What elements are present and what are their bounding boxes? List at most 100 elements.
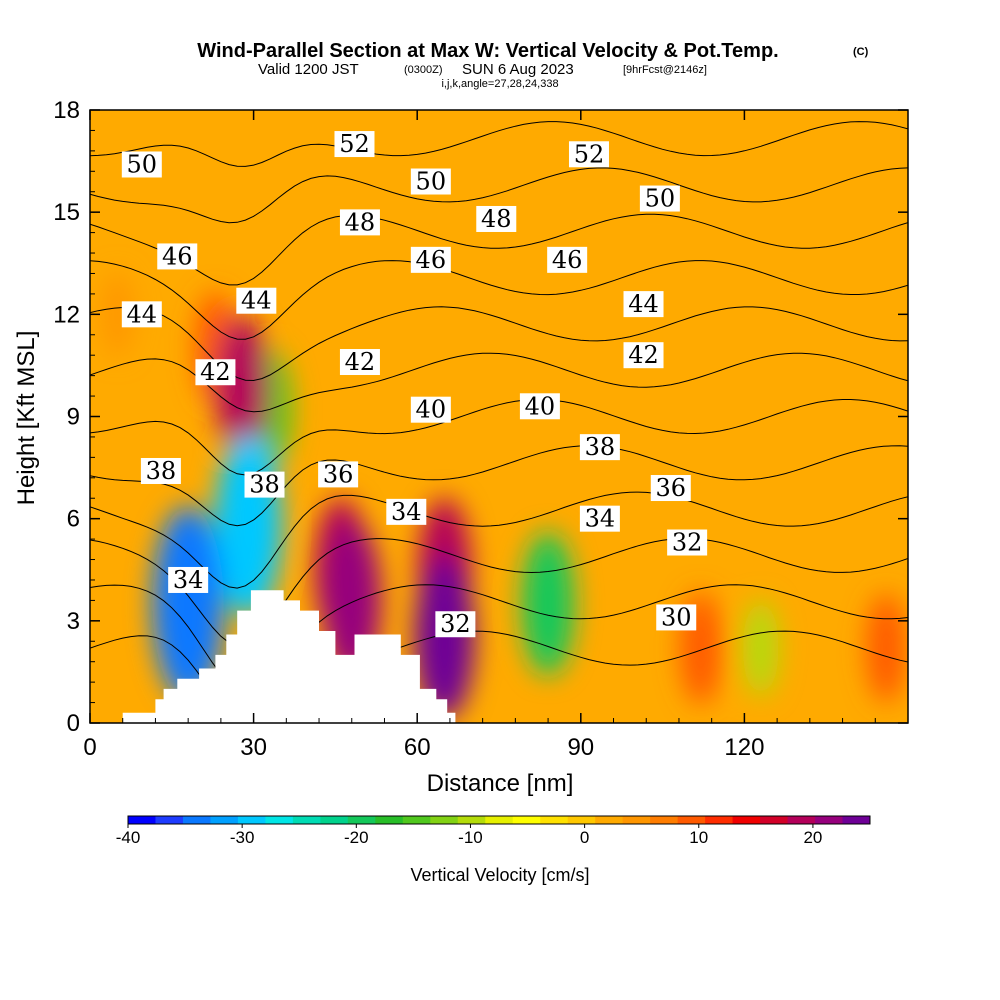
- theta-label-box-1: [334, 131, 375, 158]
- theta-label-16: 40: [416, 396, 447, 424]
- plot-area: 50 52 52 50 50 48 48 46 46 46 44 44 44 42 42 42 40 40 38 38…: [90, 110, 908, 723]
- velocity-cell-1: [742, 599, 779, 697]
- theta-contour-46: [90, 260, 908, 340]
- potential-temperature-labels: 50 52 52 50 50 48 48 46 46 46 44 44 44 42 42 42 40 40 38 38…: [121, 130, 708, 638]
- colorbar-swatch-10: [402, 816, 431, 824]
- theta-label-box-5: [339, 209, 380, 236]
- theta-label-23: 34: [391, 498, 422, 526]
- theta-label-box-9: [547, 246, 588, 273]
- colorbar-swatch-9: [375, 816, 404, 824]
- theta-label-14: 42: [345, 348, 376, 376]
- theta-contour-42: [90, 352, 908, 413]
- title-unit-mark: (C): [853, 46, 869, 58]
- theta-label-20: 38: [585, 433, 616, 461]
- theta-label-box-14: [339, 349, 380, 376]
- colorbar-tick-label-6: 20: [803, 828, 822, 847]
- theta-label-box-21: [318, 461, 359, 488]
- theta-label-box-16: [410, 396, 451, 423]
- colorbar-swatch-14: [512, 816, 541, 824]
- theta-label-1: 52: [339, 130, 370, 158]
- theta-label-box-26: [667, 529, 708, 556]
- theta-contour-38: [90, 445, 908, 527]
- colorbar-swatch-17: [595, 816, 624, 824]
- colorbar-swatch-13: [485, 816, 514, 824]
- theta-contour-40: [90, 398, 908, 476]
- colorbar-swatch-8: [347, 816, 376, 824]
- y-tick-label-3: 9: [67, 404, 80, 431]
- theta-label-19: 38: [249, 471, 280, 499]
- theta-label-25: 34: [173, 566, 204, 594]
- theta-label-21: 36: [323, 460, 354, 488]
- x-tick-label-4: 120: [724, 734, 764, 761]
- y-tick-label-4: 12: [53, 301, 80, 328]
- theta-label-box-6: [476, 205, 517, 232]
- theta-label-4: 50: [645, 185, 676, 213]
- theta-label-box-24: [579, 505, 620, 532]
- y-axis-label: Height [Kft MSL]: [13, 331, 40, 506]
- x-tick-label-1: 30: [240, 734, 267, 761]
- colorbar-tick-label-5: 10: [689, 828, 708, 847]
- colorbar-swatch-1: [155, 816, 184, 824]
- velocity-cell-0: [101, 271, 133, 358]
- colorbar-tick-label-1: -30: [230, 828, 255, 847]
- chart-title: Wind-Parallel Section at Max W: Vertical…: [197, 40, 778, 62]
- theta-label-0: 50: [127, 150, 158, 178]
- subtitle-indices: i,j,k,angle=27,28,24,338: [441, 78, 558, 90]
- theta-label-27: 32: [440, 610, 471, 638]
- theta-label-box-27: [435, 611, 476, 638]
- colorbar-frame: [127, 815, 871, 825]
- velocity-cell-9: [215, 315, 270, 464]
- theta-label-2: 52: [574, 140, 605, 168]
- colorbar-swatch-5: [265, 816, 294, 824]
- colorbar-swatch-24: [787, 816, 816, 824]
- colorbar-swatch-12: [457, 816, 486, 824]
- colorbar-swatch-3: [210, 816, 239, 824]
- y-tick-label-0: 0: [67, 710, 80, 737]
- x-axis-label: Distance [nm]: [427, 770, 574, 797]
- theta-label-11: 44: [241, 287, 272, 315]
- title-block: Wind-Parallel Section at Max W: Vertical…: [197, 40, 868, 90]
- theta-label-box-7: [157, 243, 198, 270]
- theta-label-13: 42: [200, 358, 231, 386]
- colorbar-swatch-23: [760, 816, 789, 824]
- theta-label-22: 36: [656, 474, 687, 502]
- theta-contour-52: [90, 121, 908, 167]
- theta-label-box-13: [195, 359, 236, 386]
- x-axis: 0 30 60 90 120: [83, 110, 876, 761]
- colorbar-swatch-15: [540, 816, 569, 824]
- colorbar-swatch-18: [622, 816, 651, 824]
- colorbar-swatch-21: [705, 816, 734, 824]
- theta-label-26: 32: [672, 529, 703, 557]
- theta-label-box-10: [121, 301, 162, 328]
- colorbar-swatch-19: [650, 816, 679, 824]
- theta-contour-48: [90, 213, 908, 286]
- theta-label-17: 40: [525, 392, 556, 420]
- colorbar-label: Vertical Velocity [cm/s]: [410, 865, 589, 885]
- theta-label-7: 46: [162, 242, 193, 270]
- theta-label-box-25: [168, 566, 209, 593]
- colorbar-swatch-26: [842, 816, 871, 824]
- theta-label-box-20: [579, 434, 620, 461]
- colorbar-swatch-22: [732, 816, 761, 824]
- subtitle-date: SUN 6 Aug 2023: [462, 61, 574, 78]
- theta-label-15: 42: [628, 341, 659, 369]
- theta-label-box-17: [519, 393, 560, 420]
- theta-label-box-11: [236, 287, 277, 314]
- colorbar-tick-label-0: -40: [116, 828, 141, 847]
- colorbar-swatch-11: [430, 816, 459, 824]
- x-tick-label-0: 0: [83, 734, 96, 761]
- colorbar-tick-label-2: -20: [344, 828, 369, 847]
- theta-label-box-3: [410, 168, 451, 195]
- colorbar-swatch-7: [320, 816, 349, 824]
- theta-label-5: 48: [345, 208, 376, 236]
- colorbar-swatch-4: [237, 816, 266, 824]
- y-tick-label-1: 3: [67, 608, 80, 635]
- theta-label-box-15: [623, 342, 664, 369]
- subtitle-zulu: (0300Z): [404, 64, 443, 76]
- y-tick-label-5: 15: [53, 199, 80, 226]
- vertical-velocity-field: [101, 271, 907, 720]
- theta-contour-36: [90, 491, 908, 589]
- theta-label-24: 34: [585, 505, 616, 533]
